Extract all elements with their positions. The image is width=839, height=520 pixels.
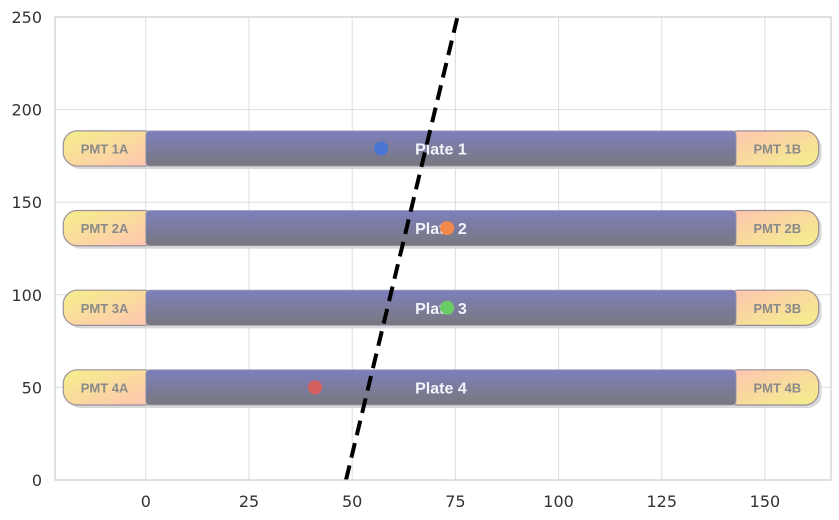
hit-point xyxy=(440,221,455,236)
pmt-right-label: PMT 2B xyxy=(754,221,802,236)
pmt-left-label: PMT 1A xyxy=(81,141,129,156)
pmt-left-label: PMT 3A xyxy=(81,301,129,316)
y-tick-label: 50 xyxy=(22,378,42,397)
x-tick-label: 25 xyxy=(239,492,259,511)
pmt-left-label: PMT 2A xyxy=(81,221,129,236)
pmt-right-label: PMT 4B xyxy=(754,380,802,395)
hit-points xyxy=(308,141,455,395)
plate-assembly: PMT 1A PMT 1B Plate 1 xyxy=(62,130,822,170)
y-tick-label: 200 xyxy=(11,101,42,120)
hit-point xyxy=(374,141,389,156)
pmt-right-label: PMT 1B xyxy=(754,141,802,156)
y-tick-label: 0 xyxy=(32,471,42,490)
pmt-right-label: PMT 3B xyxy=(754,301,802,316)
tick-labels: 0 25 50 75 100 125 150 0 50 100 150 200 250 xyxy=(11,8,780,511)
track-line-layer xyxy=(344,16,460,481)
x-tick-label: 100 xyxy=(543,492,574,511)
y-tick-label: 100 xyxy=(11,286,42,305)
plate-body xyxy=(145,369,737,406)
plot-frame xyxy=(54,16,832,481)
hit-point xyxy=(440,300,455,315)
y-tick-label: 250 xyxy=(11,8,42,27)
x-tick-label: 0 xyxy=(141,492,151,511)
plate-label: Plate 1 xyxy=(415,141,467,158)
hit-point xyxy=(308,380,323,395)
y-tick-label: 150 xyxy=(11,193,42,212)
x-tick-label: 150 xyxy=(750,492,781,511)
pmt-left-label: PMT 4A xyxy=(81,380,129,395)
x-tick-label: 50 xyxy=(342,492,362,511)
plate-assembly: PMT 4A PMT 4B Plate 4 xyxy=(62,369,822,408)
track-line xyxy=(344,16,460,481)
plate-label: Plate 4 xyxy=(415,380,467,397)
x-tick-label: 75 xyxy=(445,492,465,511)
x-tick-label: 125 xyxy=(646,492,677,511)
plate-body xyxy=(145,130,737,167)
